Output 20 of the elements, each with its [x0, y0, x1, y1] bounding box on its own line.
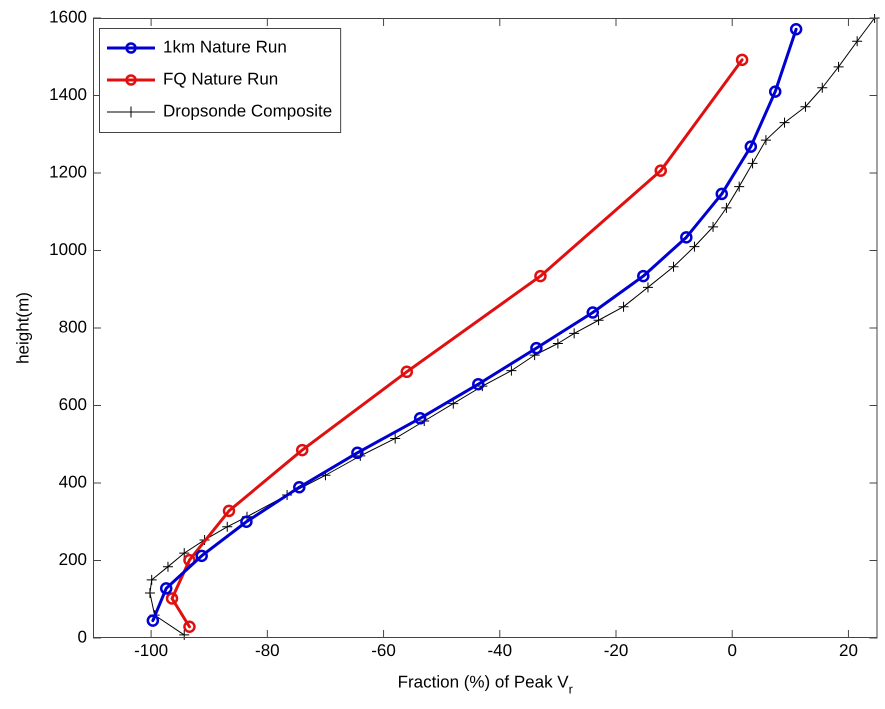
x-tick-label: -20 — [604, 640, 628, 660]
legend-label: Dropsonde Composite — [163, 102, 332, 121]
x-tick-label: 20 — [838, 640, 858, 660]
y-tick-label: 400 — [58, 472, 87, 492]
y-tick-label: 1200 — [49, 162, 87, 182]
y-tick-label: 0 — [78, 628, 87, 647]
y-tick-label: 600 — [58, 395, 87, 414]
legend-label: FQ Nature Run — [163, 70, 278, 89]
x-tick-label: -40 — [487, 640, 512, 660]
y-tick-label: 1000 — [49, 240, 87, 260]
x-tick-label: -60 — [371, 640, 396, 660]
y-tick-label: 1600 — [49, 8, 87, 27]
x-tick-label: -100 — [134, 640, 168, 660]
x-tick-label: -80 — [255, 640, 280, 660]
y-axis-title: height(m) — [14, 292, 33, 364]
y-tick-label: 200 — [58, 550, 87, 570]
legend-label: 1km Nature Run — [163, 38, 287, 57]
y-tick-label: 800 — [58, 318, 87, 337]
y-tick-label: 1400 — [49, 85, 87, 104]
x-tick-label: 0 — [727, 640, 737, 660]
